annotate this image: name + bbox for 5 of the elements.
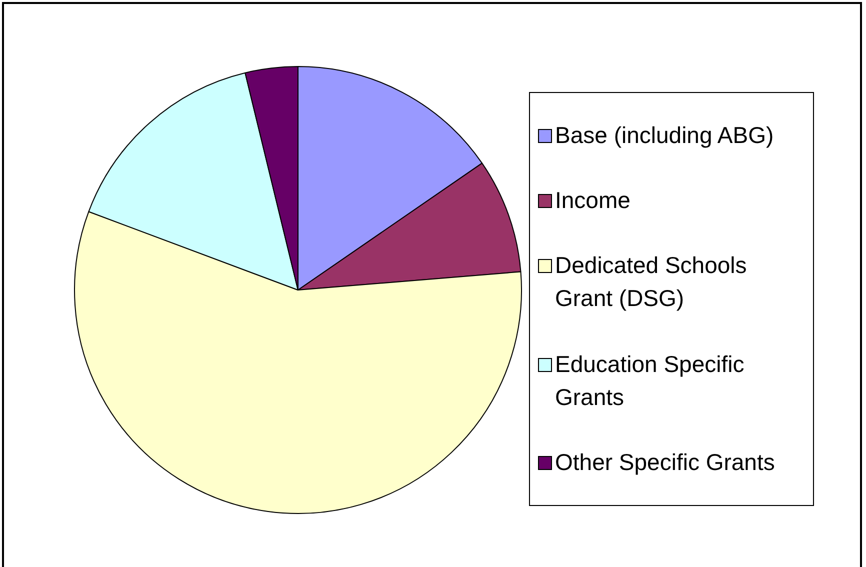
legend-label: Education Specific Grants <box>555 350 746 412</box>
legend-label: Income <box>555 186 630 216</box>
legend-label: Dedicated Schools Grant (DSG) <box>555 251 748 314</box>
legend-label: Other Specific Grants <box>555 448 775 477</box>
legend-label: Base (including ABG) <box>555 121 774 150</box>
